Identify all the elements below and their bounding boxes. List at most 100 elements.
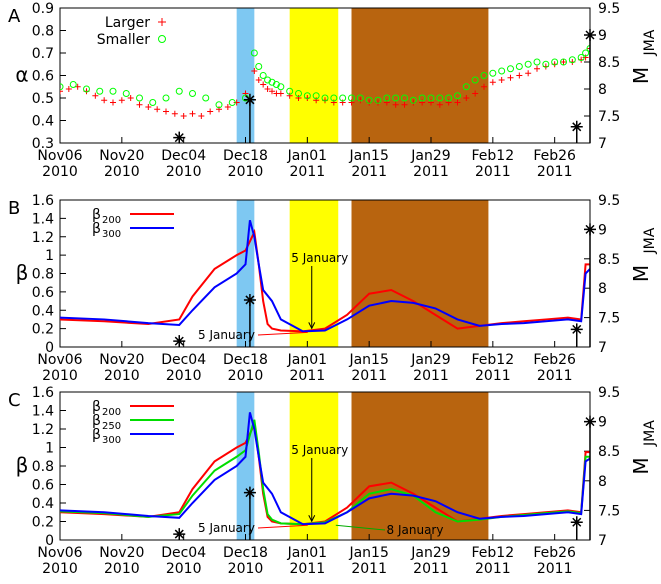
ytick-label: 0.2: [32, 322, 54, 338]
y2tick-label: 8.5: [598, 444, 620, 460]
xtick-label: 2011: [537, 561, 573, 577]
xtick-label: 2011: [290, 368, 326, 384]
y2tick-label: 7.5: [598, 109, 620, 125]
xtick-label: 2011: [290, 561, 326, 577]
smaller-point: [551, 58, 559, 66]
smaller-point: [524, 60, 532, 68]
y2tick-label: 9.5: [598, 1, 620, 17]
xtick-label: Feb12: [472, 545, 515, 561]
larger-point: [224, 104, 231, 110]
series-line-2: [60, 412, 590, 526]
ytick-label: 0.6: [32, 285, 54, 301]
legend-swatch: [158, 35, 166, 43]
larger-point: [171, 110, 178, 117]
ytick-label: 1.4: [32, 211, 54, 227]
annotation-label: 5 January: [198, 521, 255, 535]
xtick-label: 2011: [290, 164, 326, 180]
y2tick-label: 7: [598, 136, 607, 152]
smaller-point: [365, 96, 373, 104]
smaller-point: [418, 94, 426, 102]
larger-point: [110, 99, 116, 106]
xtick-label: 2010: [42, 164, 78, 180]
legend-label: β: [92, 207, 101, 223]
ytick-label: 1.2: [32, 422, 54, 438]
annotation-label: 5 January: [291, 251, 348, 265]
ytick-label: 0.8: [32, 459, 54, 475]
y2tick-label: 8.5: [598, 55, 620, 71]
smaller-point: [228, 99, 236, 106]
ytick-label: 0.7: [32, 46, 54, 62]
xtick-label: Jan29: [410, 545, 450, 561]
y2tick-label: 9.5: [598, 385, 620, 401]
xtick-label: 2010: [42, 368, 78, 384]
y2tick-label: 8: [598, 474, 607, 490]
legend-label: β: [92, 399, 101, 415]
xtick-label: 2010: [166, 368, 202, 384]
smaller-point: [312, 92, 320, 100]
smaller-point: [109, 87, 117, 95]
larger-point: [264, 86, 271, 92]
y-axis-label: β: [16, 453, 29, 477]
xtick-label: Nov20: [99, 545, 144, 561]
larger-point: [92, 92, 99, 99]
smaller-point: [480, 72, 488, 79]
smaller-point: [515, 63, 523, 70]
smaller-point: [215, 101, 223, 109]
ytick-label: 0.8: [32, 24, 54, 40]
smaller-point: [339, 94, 347, 102]
y2tick-label: 7.5: [598, 311, 620, 327]
smaller-point: [533, 58, 541, 66]
y2tick-label: 7: [598, 340, 607, 356]
xtick-label: 2010: [166, 561, 202, 577]
smaller-point: [162, 94, 170, 102]
band-0: [236, 8, 255, 143]
larger-point: [154, 106, 161, 113]
xtick-label: 2010: [166, 164, 202, 180]
larger-point: [277, 90, 284, 97]
ytick-label: 1.4: [32, 404, 54, 420]
xtick-label: 2011: [351, 164, 387, 180]
legend-label: β: [92, 221, 101, 237]
smaller-point: [401, 94, 408, 102]
y2tick-label: 7.5: [598, 503, 620, 519]
larger-point: [489, 79, 496, 86]
band-0: [236, 200, 255, 347]
larger-point: [127, 95, 134, 101]
xtick-label: 2011: [475, 561, 511, 577]
smaller-point: [577, 54, 585, 61]
quake-marker: [173, 335, 186, 348]
xtick-label: Feb12: [472, 148, 515, 164]
smaller-point: [462, 83, 470, 91]
xtick-label: 2010: [228, 368, 264, 384]
smaller-point: [498, 67, 506, 75]
y2tick-label: 9.5: [598, 193, 620, 209]
smaller-point: [542, 60, 550, 68]
xtick-label: Dec18: [223, 545, 268, 561]
smaller-point: [189, 90, 196, 97]
ytick-label: 0: [45, 533, 54, 549]
legend-label-sub: 200: [102, 215, 121, 226]
xtick-label: 2010: [228, 561, 264, 577]
y2tick-label: 7: [598, 533, 607, 549]
ytick-label: 0.5: [32, 91, 54, 107]
quake-marker: [584, 415, 596, 428]
xtick-label: Jan29: [410, 148, 450, 164]
xtick-label: Dec18: [223, 352, 268, 368]
ytick-label: 0.4: [32, 114, 54, 130]
smaller-point: [586, 45, 590, 52]
larger-point: [198, 113, 205, 119]
larger-point: [118, 97, 125, 104]
ytick-label: 0.6: [32, 478, 54, 494]
ytick-label: 0.4: [32, 496, 54, 512]
xtick-label: Dec04: [161, 352, 206, 368]
smaller-point: [69, 81, 77, 88]
panel-letter: B: [8, 198, 20, 219]
smaller-point: [560, 58, 567, 66]
ytick-label: 0.9: [32, 1, 54, 17]
larger-point: [534, 65, 540, 72]
xtick-label: Jan01: [287, 352, 327, 368]
legend-label: Larger: [105, 15, 150, 31]
xtick-label: 2010: [228, 164, 264, 180]
xtick-label: Nov06: [37, 352, 82, 368]
